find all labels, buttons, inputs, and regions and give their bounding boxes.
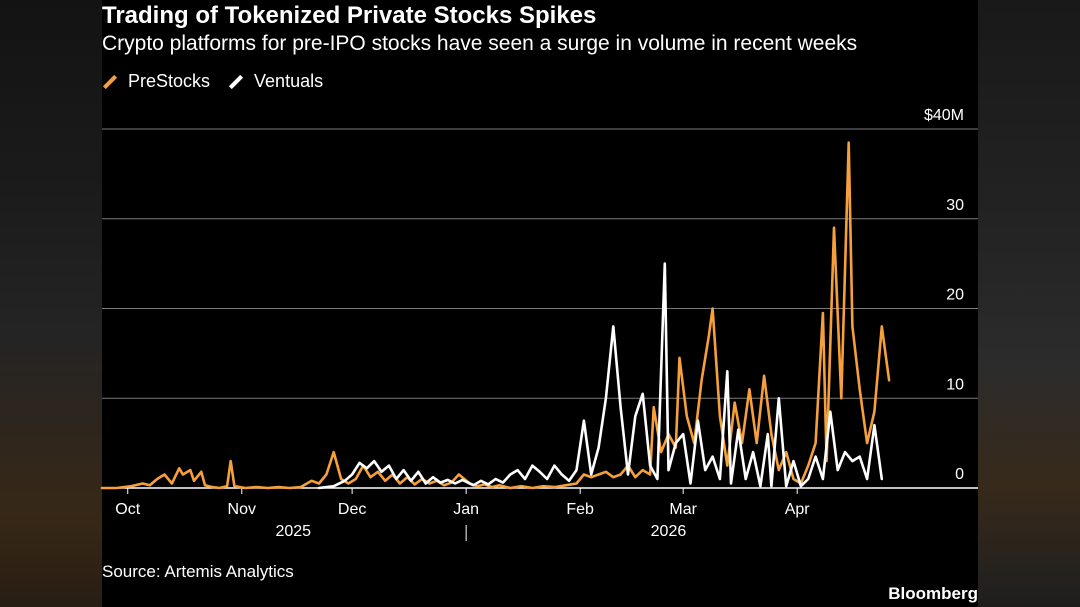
legend-item-prestocks: PreStocks — [102, 71, 210, 92]
source-note: Source: Artemis Analytics — [102, 562, 294, 581]
bloomberg-logo: Bloomberg — [888, 584, 978, 603]
x-tick-label-jan: Jan — [453, 501, 479, 518]
chart-title: Trading of Tokenized Private Stocks Spik… — [102, 2, 597, 29]
y-tick-label-10: 10 — [946, 376, 964, 393]
legend-item-ventuals: Ventuals — [228, 71, 323, 92]
x-tick-label-mar: Mar — [669, 501, 697, 518]
background-left — [0, 0, 102, 607]
year-label-2026: 2026 — [651, 523, 687, 540]
series-line-ventuals — [317, 262, 884, 490]
y-tick-label-40: $40M — [924, 107, 964, 124]
y-tick-label-0: 0 — [955, 466, 964, 483]
legend-label-prestocks: PreStocks — [128, 71, 211, 91]
chart-subtitle: Crypto platforms for pre-IPO stocks have… — [102, 32, 858, 55]
series-line-prestocks — [100, 141, 891, 490]
legend: PreStocks Ventuals — [102, 71, 323, 92]
y-tick-label-20: 20 — [946, 287, 964, 304]
year-label-2025: 2025 — [275, 523, 311, 540]
legend-label-ventuals: Ventuals — [254, 71, 324, 91]
x-tick-label-feb: Feb — [566, 501, 594, 518]
background-right — [978, 0, 1080, 607]
x-tick-label-nov: Nov — [228, 501, 256, 518]
x-tick-label-apr: Apr — [785, 501, 811, 518]
y-tick-label-30: 30 — [946, 197, 964, 214]
x-tick-label-oct: Oct — [115, 501, 140, 518]
x-tick-label-dec: Dec — [338, 501, 366, 518]
